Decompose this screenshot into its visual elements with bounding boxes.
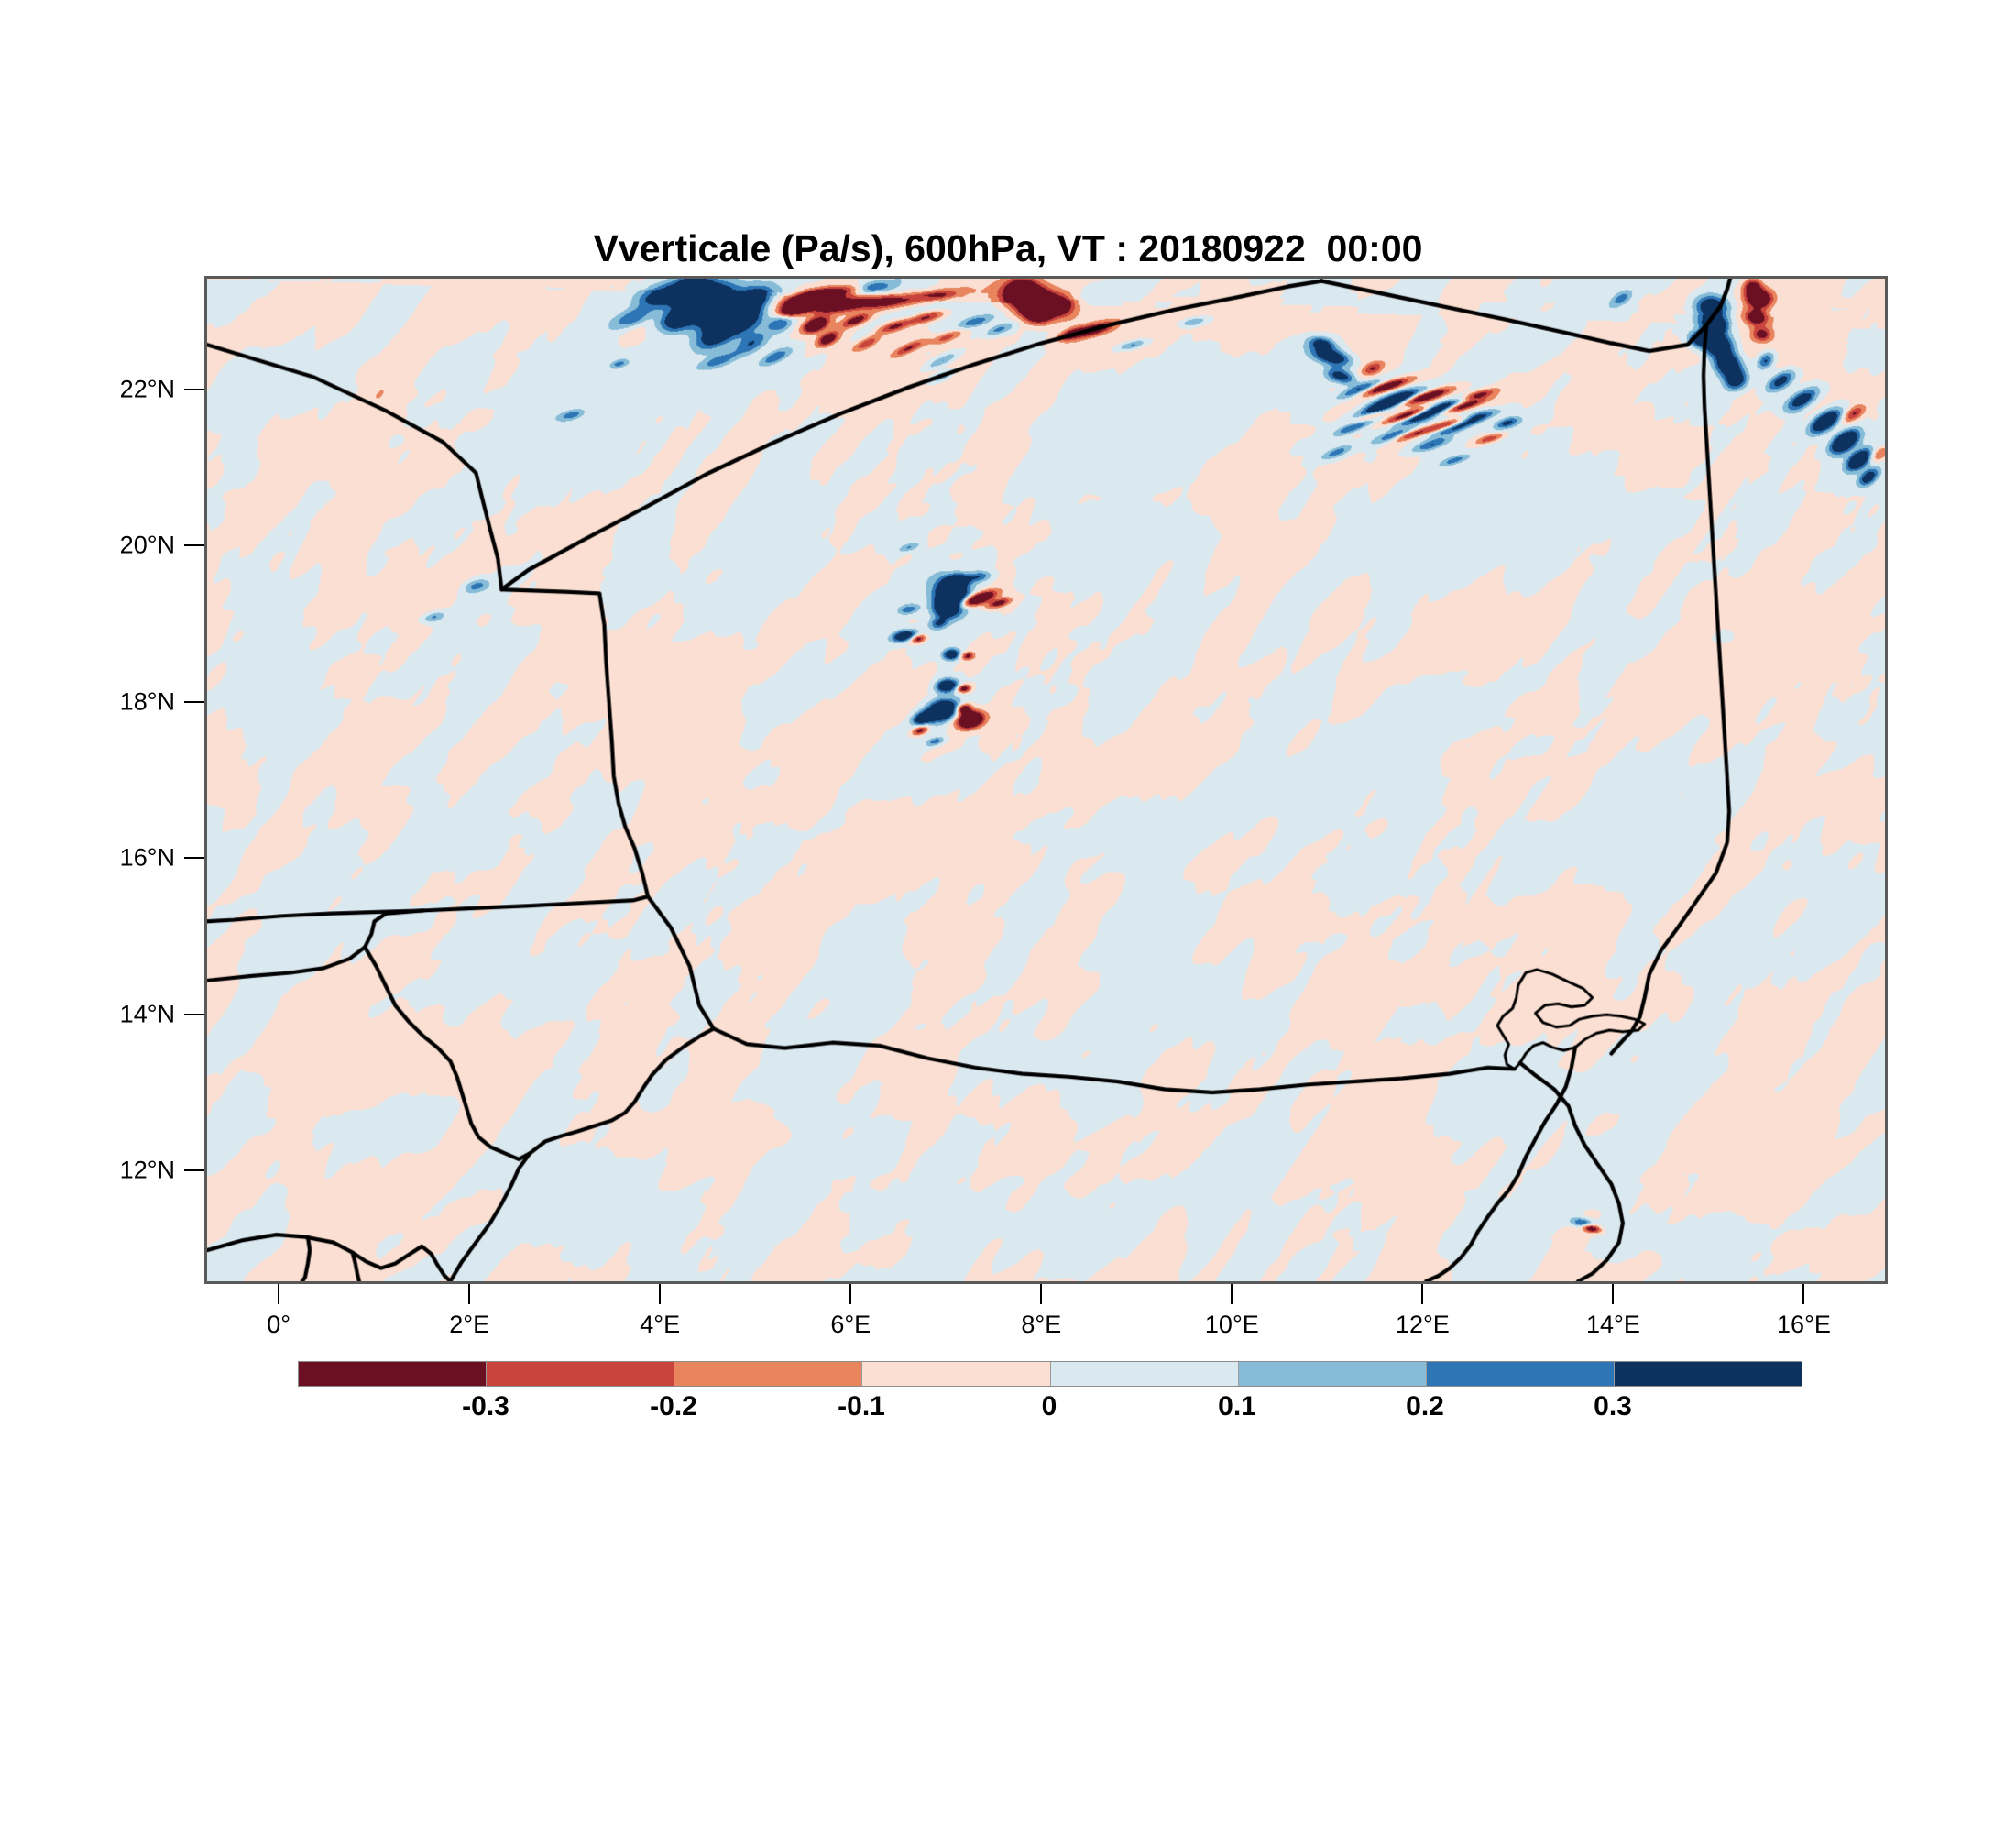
- y-tick-3: [184, 700, 204, 703]
- x-tick-4: [1040, 1284, 1043, 1304]
- colorbar-band-5[interactable]: [1237, 1362, 1426, 1386]
- x-tick-label-6: 12°E: [1395, 1311, 1450, 1338]
- colorbar-band-0[interactable]: [299, 1362, 487, 1386]
- x-tick-1: [468, 1284, 471, 1304]
- x-tick-label-2: 4°E: [640, 1311, 681, 1338]
- page-title: Vverticale (Pa/s), 600hPa, VT : 20180922…: [593, 227, 1423, 269]
- map-plot-area[interactable]: [204, 276, 1888, 1284]
- colorbar-tick-label-5: 0.2: [1406, 1391, 1444, 1421]
- x-tick-5: [1231, 1284, 1233, 1304]
- colorbar-band-4[interactable]: [1049, 1362, 1238, 1386]
- x-tick-label-1: 2°E: [449, 1311, 490, 1338]
- x-tick-label-3: 6°E: [830, 1311, 871, 1338]
- colorbar-tick-label-1: -0.2: [650, 1391, 697, 1421]
- vertical-velocity-heatmap: [207, 279, 1885, 1281]
- y-tick-label-0: 12°N: [119, 1156, 175, 1184]
- x-tick-2: [659, 1284, 662, 1304]
- colorbar[interactable]: [298, 1361, 1802, 1387]
- x-tick-label-0: 0°: [267, 1311, 291, 1338]
- colorbar-tick-label-2: -0.1: [838, 1391, 885, 1421]
- x-tick-label-5: 10°E: [1204, 1311, 1259, 1338]
- y-tick-label-3: 18°N: [119, 687, 175, 716]
- colorbar-band-2[interactable]: [674, 1362, 862, 1386]
- x-tick-7: [1612, 1284, 1615, 1304]
- y-tick-0: [184, 1169, 204, 1172]
- x-tick-0: [278, 1284, 280, 1304]
- colorbar-band-7[interactable]: [1613, 1362, 1802, 1386]
- colorbar-band-1[interactable]: [486, 1362, 674, 1386]
- y-tick-label-2: 16°N: [119, 843, 175, 872]
- y-tick-label-1: 14°N: [119, 1000, 175, 1028]
- x-tick-label-7: 14°E: [1585, 1311, 1640, 1338]
- colorbar-tick-label-3: 0: [1041, 1391, 1057, 1421]
- x-tick-label-4: 8°E: [1021, 1311, 1062, 1338]
- colorbar-tick-label-4: 0.1: [1218, 1391, 1256, 1421]
- colorbar-band-6[interactable]: [1425, 1362, 1614, 1386]
- colorbar-band-3[interactable]: [861, 1362, 1050, 1386]
- y-tick-4: [184, 544, 204, 547]
- y-tick-label-5: 22°N: [119, 375, 175, 403]
- x-tick-3: [849, 1284, 852, 1304]
- x-tick-6: [1421, 1284, 1424, 1304]
- colorbar-tick-label-0: -0.3: [462, 1391, 509, 1421]
- y-tick-1: [184, 1013, 204, 1015]
- y-tick-2: [184, 857, 204, 860]
- y-tick-5: [184, 388, 204, 390]
- y-tick-label-4: 20°N: [119, 531, 175, 559]
- x-tick-8: [1802, 1284, 1805, 1304]
- x-tick-label-8: 16°E: [1777, 1311, 1831, 1338]
- colorbar-tick-label-6: 0.3: [1594, 1391, 1632, 1421]
